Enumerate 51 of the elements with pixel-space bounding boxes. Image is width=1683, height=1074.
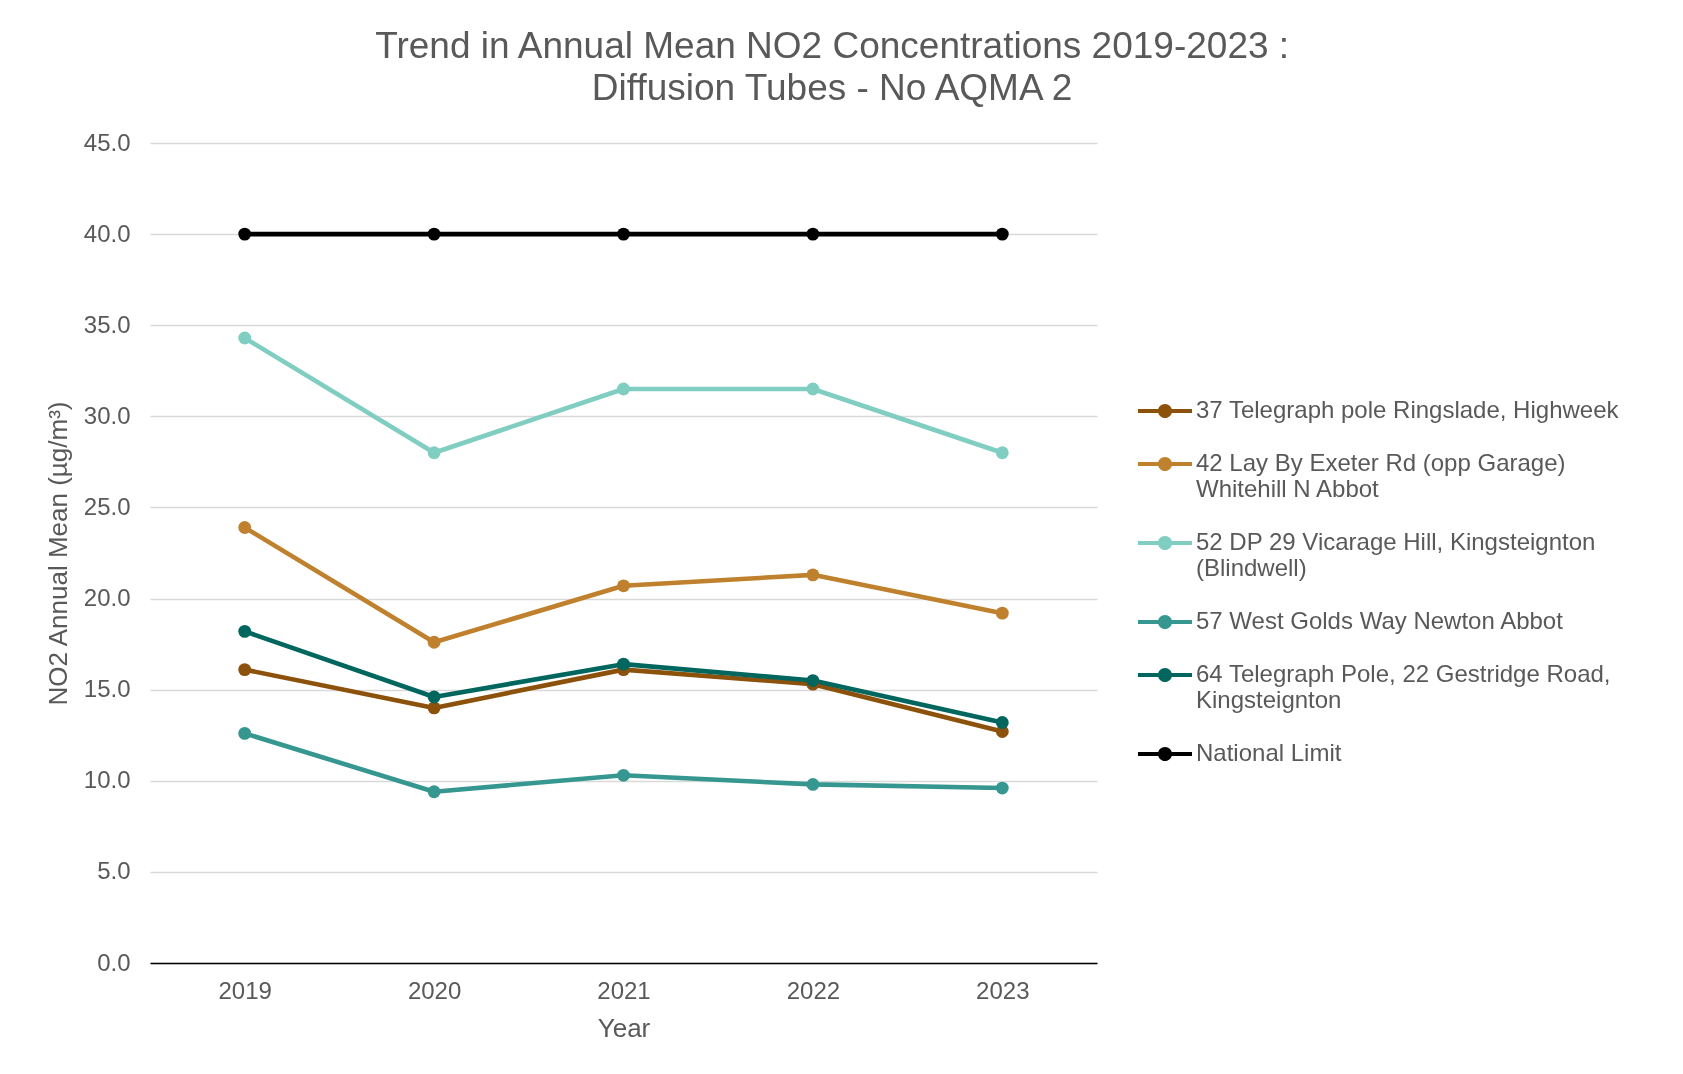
- legend-label: 42 Lay By Exeter Rd (opp Garage) Whitehill N Abbot: [1196, 449, 1566, 502]
- point: [238, 726, 252, 740]
- point: [238, 663, 252, 677]
- y-tick-label: 20.0: [83, 584, 131, 612]
- point: [806, 674, 820, 687]
- y-tick-label: 40.0: [83, 219, 131, 247]
- y-tick-label: 5.0: [97, 857, 131, 885]
- legend-label: 64 Telegraph Pole, 22 Gestridge Road, Kingsteignton: [1196, 660, 1611, 713]
- point: [995, 606, 1009, 620]
- point: [995, 446, 1009, 460]
- point: [617, 768, 630, 782]
- point: [806, 778, 820, 791]
- point: [617, 657, 630, 671]
- legend-label: 57 West Golds Way Newton Abbot: [1196, 607, 1564, 634]
- chart-title: Trend in Annual Mean NO2 Concentrations 2019-2023 : Diffusion Tubes - No AQMA 2: [375, 25, 1290, 108]
- x-tick-label: 2023: [976, 976, 1030, 1004]
- point: [995, 227, 1009, 241]
- y-tick-label: 15.0: [83, 675, 131, 703]
- point: [427, 690, 441, 704]
- point: [806, 227, 820, 241]
- point: [238, 331, 252, 345]
- legend-label: 52 DP 29 Vicarage Hill, Kingsteignton (Blindwell): [1196, 528, 1596, 581]
- point: [995, 716, 1009, 729]
- x-axis-title: Year: [597, 1012, 651, 1043]
- y-tick-label: 30.0: [83, 401, 131, 429]
- point: [617, 382, 630, 396]
- point: [427, 635, 441, 649]
- x-tick-label: 2022: [786, 976, 841, 1004]
- x-tick-label: 2021: [597, 976, 651, 1004]
- y-axis-title: NO2 Annual Mean (µg/m³): [42, 401, 73, 706]
- point: [238, 227, 252, 241]
- legend-label: 37 Telegraph pole Ringslade, Highweek: [1196, 396, 1620, 423]
- point: [427, 701, 441, 715]
- point: [617, 227, 630, 241]
- y-tick-label: 25.0: [83, 492, 131, 520]
- legend-label: National Limit: [1196, 739, 1342, 766]
- y-tick-label: 0.0: [97, 948, 131, 976]
- x-tick-label: 2020: [407, 976, 462, 1004]
- point: [427, 227, 441, 241]
- y-tick-label: 45.0: [83, 128, 131, 156]
- point: [427, 446, 441, 460]
- point: [806, 382, 820, 396]
- point: [995, 781, 1009, 795]
- point: [806, 568, 820, 582]
- point: [238, 521, 252, 534]
- point: [427, 785, 441, 799]
- point: [238, 624, 252, 638]
- x-tick-label: 2019: [218, 976, 272, 1004]
- y-tick-label: 10.0: [83, 766, 131, 794]
- point: [617, 579, 630, 593]
- y-tick-label: 35.0: [83, 310, 131, 338]
